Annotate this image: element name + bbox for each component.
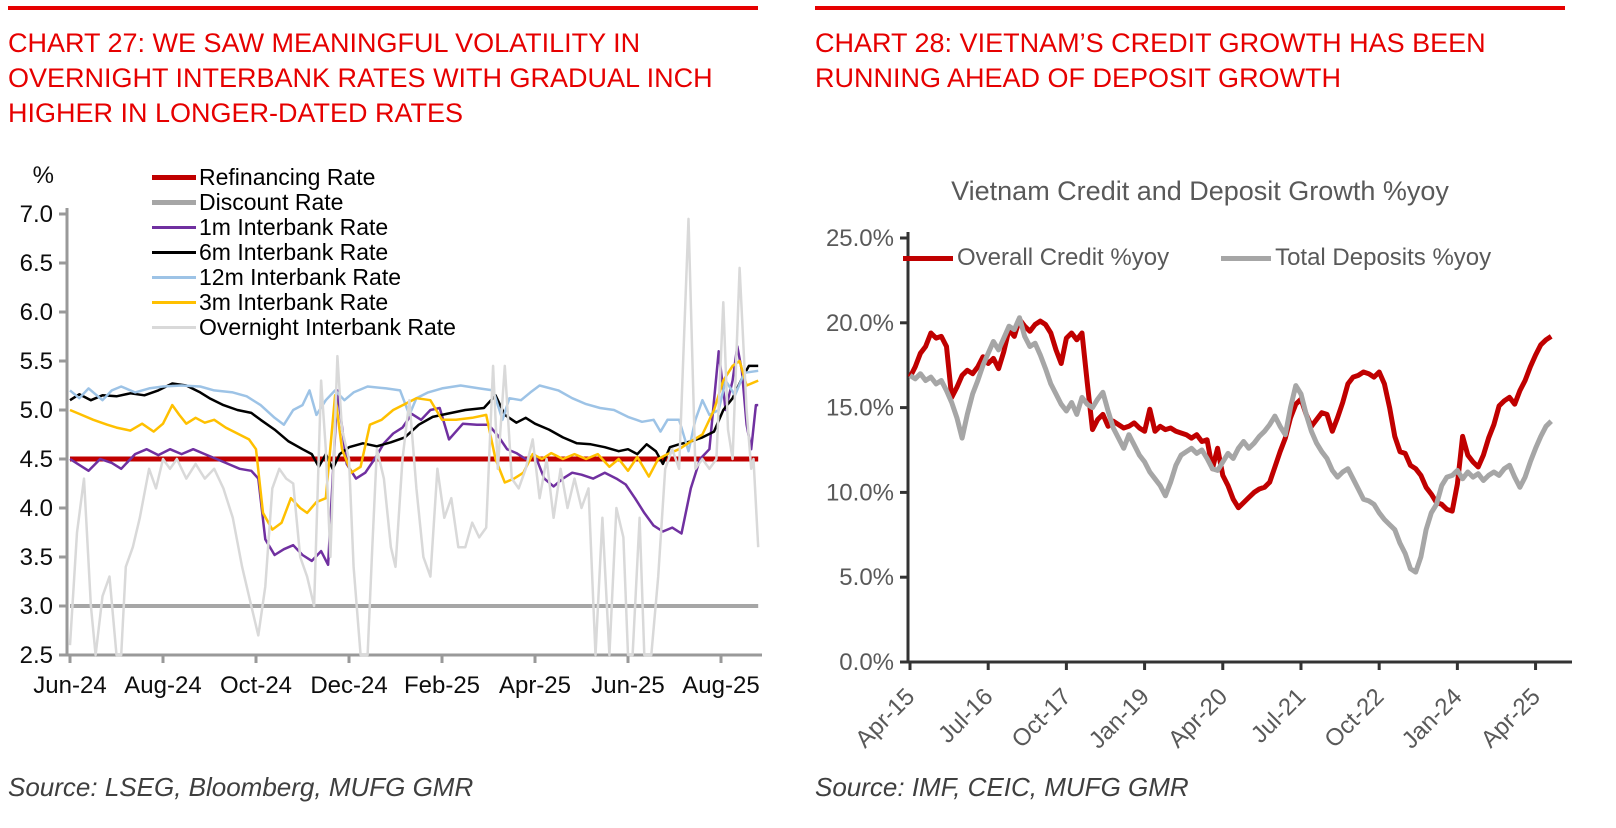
x-tick-label: Oct-17 (1007, 683, 1077, 753)
chart28-plot: 25.0% 20.0% 15.0% 10.0% 5.0% 0.0% Apr-15 Jul-16… (826, 225, 1572, 754)
legend-item: Refinancing Rate (152, 164, 456, 190)
legend-item: Overnight Interbank Rate (152, 314, 456, 340)
x-tick-label: Oct-24 (220, 672, 292, 699)
x-tick-label: Jun-25 (591, 672, 664, 699)
series-6m-interbank-rate (69, 364, 759, 471)
chart28-panel: CHART 28: VIETNAM’S CREDIT GROWTH HAS BE… (815, 6, 1565, 96)
legend-item: Total Deposits %yoy (1221, 244, 1491, 272)
legend-label: 6m Interbank Rate (199, 239, 389, 265)
y-tick-label: 25.0% (826, 225, 894, 252)
legend-line-swatch (152, 175, 196, 180)
x-tick-label: Oct-22 (1319, 683, 1389, 753)
legend-line-swatch (152, 276, 196, 279)
top-rule-right (815, 6, 1565, 10)
chart27-legend: Refinancing Rate Discount Rate 1m Interban… (152, 164, 456, 340)
legend-item: Discount Rate (152, 189, 456, 215)
top-rule-left (8, 6, 758, 10)
y-tick-label: 3.5 (20, 544, 53, 571)
legend-item: 3m Interbank Rate (152, 289, 456, 315)
y-tick-label: 5.5 (20, 348, 53, 375)
legend-item: 1m Interbank Rate (152, 214, 456, 240)
x-tick-label: Dec-24 (310, 672, 387, 699)
x-tick-label: Jun-24 (33, 672, 106, 699)
y-tick-label: 6.0 (20, 299, 53, 326)
legend-label: Overnight Interbank Rate (199, 314, 456, 340)
legend-label: 3m Interbank Rate (199, 289, 389, 315)
y-tick-label: 7.0 (20, 201, 53, 228)
legend-label: 1m Interbank Rate (199, 214, 389, 240)
y-tick-label: 0.0% (839, 649, 894, 676)
legend-label: Refinancing Rate (199, 164, 376, 190)
legend-line-swatch (152, 200, 196, 205)
legend-line-swatch (152, 251, 196, 254)
chart27-title: CHART 27: WE SAW MEANINGFUL VOLATILITY I… (8, 28, 713, 128)
x-tick-label: Aug-25 (682, 672, 759, 699)
chart28-chart-title: Vietnam Credit and Deposit Growth %yoy (951, 176, 1449, 206)
series-overall-credit-yoy (907, 316, 1553, 514)
legend-item: Overall Credit %yoy (903, 244, 1169, 272)
x-tick-label: Jul-21 (1246, 683, 1311, 748)
legend-label: Overall Credit %yoy (957, 244, 1170, 271)
x-tick-label: Aug-24 (124, 672, 201, 699)
x-tick-label: Jul-16 (933, 683, 998, 748)
y-tick-label: 10.0% (826, 479, 894, 506)
y-tick-label: 20.0% (826, 310, 894, 337)
legend-item: 12m Interbank Rate (152, 264, 456, 290)
legend-label: Discount Rate (199, 189, 344, 215)
legend-line-swatch (152, 326, 196, 329)
chart27-source: Source: LSEG, Bloomberg, MUFG GMR (8, 772, 474, 802)
y-tick-label: 5.0% (839, 564, 894, 591)
x-tick-label: Apr-25 (1476, 683, 1546, 753)
x-tick-label: Apr-20 (1163, 683, 1233, 753)
x-tick-label: Jan-19 (1084, 683, 1155, 754)
legend-line-swatch (152, 301, 196, 304)
x-tick-label: Feb-25 (404, 672, 480, 699)
y-tick-label: 2.5 (20, 642, 53, 669)
y-tick-label: 4.0 (20, 495, 53, 522)
y-tick-label: 3.0 (20, 593, 53, 620)
y-tick-label: 5.0 (20, 397, 53, 424)
chart27-panel: CHART 27: WE SAW MEANINGFUL VOLATILITY I… (8, 6, 758, 131)
legend-item: 6m Interbank Rate (152, 239, 456, 265)
y-axis-unit-label: % (33, 162, 54, 189)
chart28-title: CHART 28: VIETNAM’S CREDIT GROWTH HAS BE… (815, 28, 1486, 93)
legend-line-swatch (1221, 255, 1272, 261)
y-tick-label: 6.5 (20, 250, 53, 277)
legend-label: 12m Interbank Rate (199, 264, 402, 290)
series-total-deposits-yoy (908, 315, 1553, 575)
y-tick-label: 4.5 (20, 446, 53, 473)
chart28-source: Source: IMF, CEIC, MUFG GMR (815, 772, 1189, 802)
x-tick-label: Apr-25 (499, 672, 571, 699)
legend-line-swatch (152, 226, 196, 229)
series-12m-interbank-rate (69, 369, 759, 453)
series-overnight-interbank-rate (68, 217, 760, 657)
x-tick-label: Apr-15 (850, 683, 920, 753)
chart27-plot: 7.0 6.5 6.0 5.5 5.0 4.5 4.0 3.5 3.0 2.5 Jun-24 Aug-… (20, 162, 762, 699)
legend-label: Total Deposits %yoy (1275, 244, 1492, 271)
chart28-legend: Overall Credit %yoy Total Deposits %yoy (903, 244, 1491, 272)
legend-line-swatch (903, 255, 953, 261)
y-tick-label: 15.0% (826, 395, 894, 422)
x-tick-label: Jan-24 (1397, 683, 1468, 754)
series-3m-interbank-rate (69, 359, 759, 531)
